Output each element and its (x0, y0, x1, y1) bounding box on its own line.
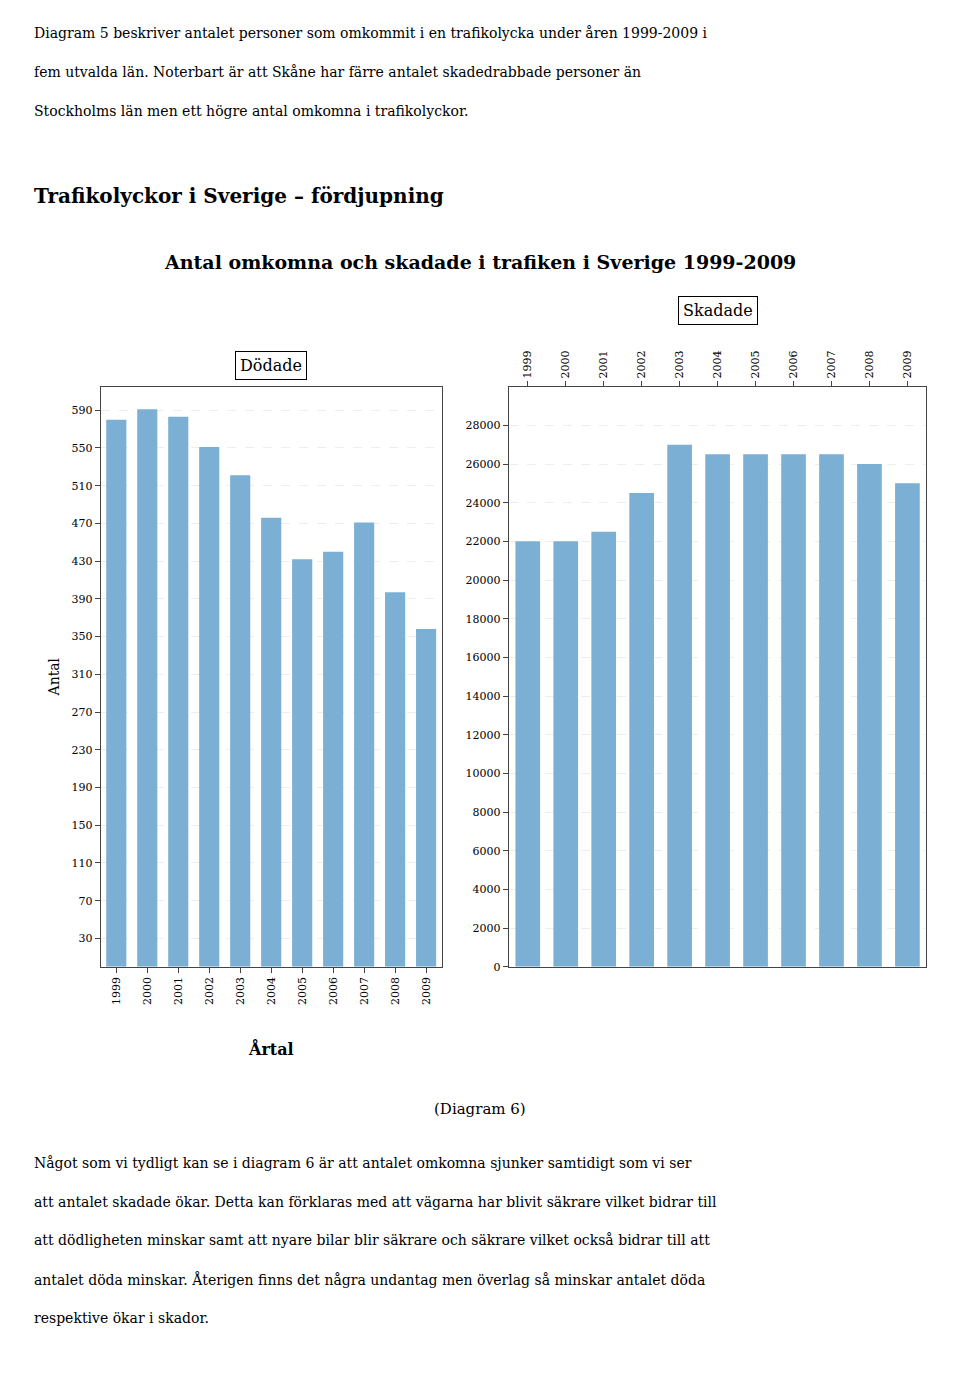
svg-text:2004: 2004 (265, 977, 278, 1005)
svg-text:att dödligheten minskar samt a: att dödligheten minskar samt att nyare b… (34, 1232, 710, 1248)
svg-text:8000: 8000 (473, 806, 501, 819)
svg-text:2007: 2007 (825, 350, 838, 378)
svg-text:150: 150 (72, 819, 93, 832)
svg-text:190: 190 (72, 781, 93, 794)
svg-text:6000: 6000 (473, 845, 501, 858)
svg-text:10000: 10000 (466, 767, 501, 780)
svg-text:1999: 1999 (521, 350, 534, 378)
svg-text:2006: 2006 (787, 350, 800, 378)
svg-text:24000: 24000 (466, 497, 501, 510)
svg-text:antalet döda minskar. Återigen: antalet döda minskar. Återigen finns det… (34, 1271, 705, 1288)
svg-text:2006: 2006 (327, 977, 340, 1005)
svg-text:110: 110 (72, 857, 93, 870)
svg-text:att antalet skadade ökar. Dett: att antalet skadade ökar. Detta kan förk… (34, 1194, 717, 1210)
svg-text:4000: 4000 (473, 883, 501, 896)
svg-text:2003: 2003 (673, 350, 686, 378)
svg-text:390: 390 (72, 593, 93, 606)
svg-text:2007: 2007 (358, 977, 371, 1005)
svg-text:respektive ökar i skador.: respektive ökar i skador. (34, 1310, 209, 1326)
svg-text:16000: 16000 (466, 651, 501, 664)
svg-text:Antal: Antal (46, 657, 62, 696)
svg-text:20000: 20000 (466, 574, 501, 587)
svg-text:270: 270 (72, 706, 93, 719)
svg-text:Årtal: Årtal (248, 1038, 294, 1059)
svg-text:26000: 26000 (466, 458, 501, 471)
svg-text:430: 430 (72, 555, 93, 568)
svg-text:2001: 2001 (597, 350, 610, 378)
svg-text:2005: 2005 (296, 977, 309, 1005)
svg-text:Stockholms län men ett högre a: Stockholms län men ett högre antal omkom… (34, 103, 469, 119)
svg-text:550: 550 (72, 442, 93, 455)
svg-text:2001: 2001 (172, 977, 185, 1005)
svg-text:2009: 2009 (420, 977, 433, 1005)
svg-text:22000: 22000 (466, 535, 501, 548)
svg-text:2002: 2002 (203, 977, 216, 1005)
svg-text:2004: 2004 (711, 350, 724, 378)
svg-text:470: 470 (72, 517, 93, 530)
svg-text:2008: 2008 (863, 350, 876, 378)
svg-text:14000: 14000 (466, 690, 501, 703)
svg-text:2000: 2000 (141, 977, 154, 1005)
svg-text:1999: 1999 (110, 977, 123, 1005)
svg-text:18000: 18000 (466, 613, 501, 626)
svg-text:350: 350 (72, 630, 93, 643)
svg-text:Något som vi tydligt kan se i: Något som vi tydligt kan se i diagram 6 … (34, 1155, 692, 1171)
svg-text:Diagram 5 beskriver antalet pe: Diagram 5 beskriver antalet personer som… (34, 25, 708, 41)
svg-text:310: 310 (72, 668, 93, 681)
svg-text:Dödade: Dödade (240, 356, 302, 375)
svg-text:2002: 2002 (635, 350, 648, 378)
svg-text:2003: 2003 (234, 977, 247, 1005)
svg-text:(Diagram 6): (Diagram 6) (434, 1100, 526, 1118)
svg-text:28000: 28000 (466, 419, 501, 432)
svg-text:30: 30 (79, 932, 93, 945)
svg-text:2000: 2000 (473, 922, 501, 935)
svg-text:590: 590 (72, 404, 93, 417)
svg-text:Antal omkomna och skadade i tr: Antal omkomna och skadade i trafiken i S… (164, 251, 796, 273)
svg-text:70: 70 (79, 895, 93, 908)
svg-text:2009: 2009 (901, 350, 914, 378)
svg-text:2000: 2000 (559, 350, 572, 378)
svg-text:12000: 12000 (466, 729, 501, 742)
svg-text:fem utvalda län. Noterbart är: fem utvalda län. Noterbart är att Skåne … (34, 64, 641, 80)
svg-text:2005: 2005 (749, 350, 762, 378)
svg-text:230: 230 (72, 744, 93, 757)
svg-text:2008: 2008 (389, 977, 402, 1005)
svg-text:Skadade: Skadade (683, 301, 753, 320)
svg-text:0: 0 (494, 961, 501, 974)
svg-text:Trafikolyckor i Sverige – förd: Trafikolyckor i Sverige – fördjupning (34, 184, 444, 208)
svg-text:510: 510 (72, 480, 93, 493)
